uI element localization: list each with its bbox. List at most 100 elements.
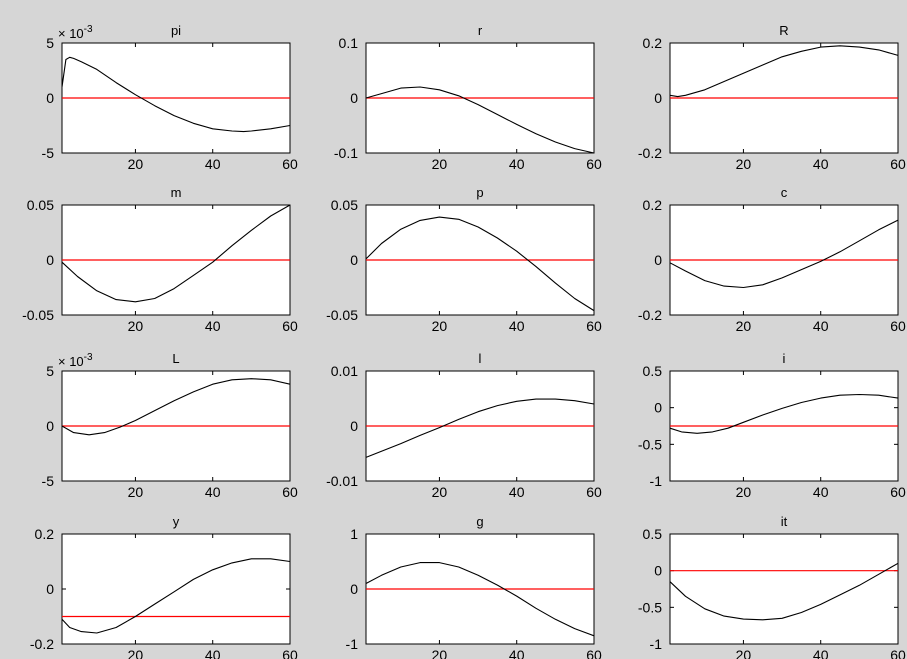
exponent-base: × 10 (58, 354, 84, 369)
x-tick-label: 60 (586, 156, 602, 172)
y-tick-label: 5 (46, 35, 54, 51)
response-line (61, 56, 291, 133)
panel-r: r -0.1 0 0.1 20 40 60 (334, 23, 602, 172)
x-tick-label: 20 (432, 318, 448, 334)
x-tick-label: 20 (432, 484, 448, 500)
exponent-label: × 10-3 (58, 24, 93, 41)
panel-l: l -0.01 0 0.01 20 40 60 (326, 351, 602, 500)
response-line (365, 562, 595, 637)
y-tick-label: 0 (350, 252, 358, 268)
panel-it: it -1 -0.5 0 0.5 20 40 60 (638, 514, 906, 659)
x-tick-label: 40 (813, 318, 829, 334)
panel-y: y -0.2 0 0.2 20 40 60 (30, 514, 298, 659)
x-tick-label: 40 (205, 647, 221, 659)
y-tick-label: 5 (46, 363, 54, 379)
y-tick-label: -0.2 (30, 636, 54, 652)
y-tick-label: -0.01 (326, 473, 358, 489)
x-tick-label: 40 (509, 318, 525, 334)
x-tick-label: 20 (736, 647, 752, 659)
response-line (669, 562, 899, 621)
panel-p: p -0.05 0 0.05 20 40 60 (326, 185, 602, 334)
exponent-base: × 10 (58, 26, 84, 41)
panel-title: m (171, 185, 182, 200)
exponent-power: -3 (84, 352, 93, 363)
response-line (669, 219, 899, 289)
y-tick-label: 0 (46, 581, 54, 597)
y-tick-label: -1 (346, 636, 359, 652)
y-tick-label: 0 (46, 252, 54, 268)
y-tick-label: -1 (650, 636, 663, 652)
x-tick-label: 60 (282, 156, 298, 172)
y-tick-label: 0 (654, 90, 662, 106)
y-tick-label: 1 (350, 526, 358, 542)
x-tick-label: 40 (509, 156, 525, 172)
y-tick-label: 0.1 (339, 35, 359, 51)
response-line (61, 378, 291, 436)
panel-title: pi (171, 23, 181, 38)
panel-title: c (781, 185, 788, 200)
panel-title: y (173, 514, 180, 529)
x-tick-label: 60 (890, 156, 906, 172)
x-tick-label: 60 (586, 318, 602, 334)
x-tick-label: 60 (586, 647, 602, 659)
x-tick-label: 60 (282, 647, 298, 659)
y-tick-label: -0.1 (334, 145, 358, 161)
y-tick-label: 0 (654, 400, 662, 416)
response-line (669, 393, 899, 434)
panel-title: L (172, 351, 179, 366)
y-tick-label: 0 (350, 581, 358, 597)
y-tick-label: -1 (650, 473, 663, 489)
response-line (365, 398, 595, 458)
x-tick-label: 20 (736, 156, 752, 172)
x-tick-label: 20 (736, 484, 752, 500)
panel-title: l (479, 351, 482, 366)
x-tick-label: 20 (432, 647, 448, 659)
panel-pi: pi -5 0 5 20 40 60 × 10-3 (42, 23, 298, 172)
y-tick-label: 0.2 (643, 35, 663, 51)
y-tick-label: -0.2 (638, 307, 662, 323)
y-tick-label: 0 (654, 563, 662, 579)
y-tick-label: -5 (42, 145, 55, 161)
y-tick-label: -0.5 (638, 436, 662, 452)
x-tick-label: 20 (432, 156, 448, 172)
x-tick-label: 40 (205, 318, 221, 334)
y-tick-label: 0.01 (331, 363, 358, 379)
x-tick-label: 60 (890, 647, 906, 659)
y-tick-label: -0.5 (638, 599, 662, 615)
x-tick-label: 60 (890, 484, 906, 500)
x-tick-label: 20 (128, 647, 144, 659)
response-line (61, 204, 291, 303)
y-tick-label: 0 (350, 418, 358, 434)
exponent-power: -3 (84, 24, 93, 35)
x-tick-label: 40 (813, 484, 829, 500)
x-tick-label: 60 (890, 318, 906, 334)
y-tick-label: 0.05 (331, 197, 358, 213)
y-tick-label: 0 (46, 418, 54, 434)
panel-title: i (783, 351, 786, 366)
y-tick-label: 0.5 (643, 526, 663, 542)
response-line (365, 216, 595, 312)
y-tick-label: -0.05 (326, 307, 358, 323)
x-tick-label: 40 (813, 156, 829, 172)
plot-area (669, 533, 899, 645)
panel-R: R -0.2 0 0.2 20 40 60 (638, 23, 906, 172)
panel-L: L -5 0 5 20 40 60 × 10-3 (42, 351, 298, 500)
y-tick-label: 0 (350, 90, 358, 106)
x-tick-label: 20 (128, 156, 144, 172)
panel-title: it (781, 514, 788, 529)
y-tick-label: 0 (654, 252, 662, 268)
response-line (365, 86, 595, 154)
x-tick-label: 60 (282, 318, 298, 334)
y-tick-label: 0.05 (27, 197, 54, 213)
panel-title: g (476, 514, 483, 529)
x-tick-label: 40 (205, 156, 221, 172)
x-tick-label: 20 (128, 484, 144, 500)
panel-i: i -1 -0.5 0 0.5 20 40 60 (638, 351, 906, 500)
panel-title: p (476, 185, 483, 200)
plot-area (61, 533, 291, 645)
x-tick-label: 40 (509, 647, 525, 659)
x-tick-label: 20 (736, 318, 752, 334)
y-tick-label: 0.2 (643, 197, 663, 213)
y-tick-label: 0.5 (643, 363, 663, 379)
